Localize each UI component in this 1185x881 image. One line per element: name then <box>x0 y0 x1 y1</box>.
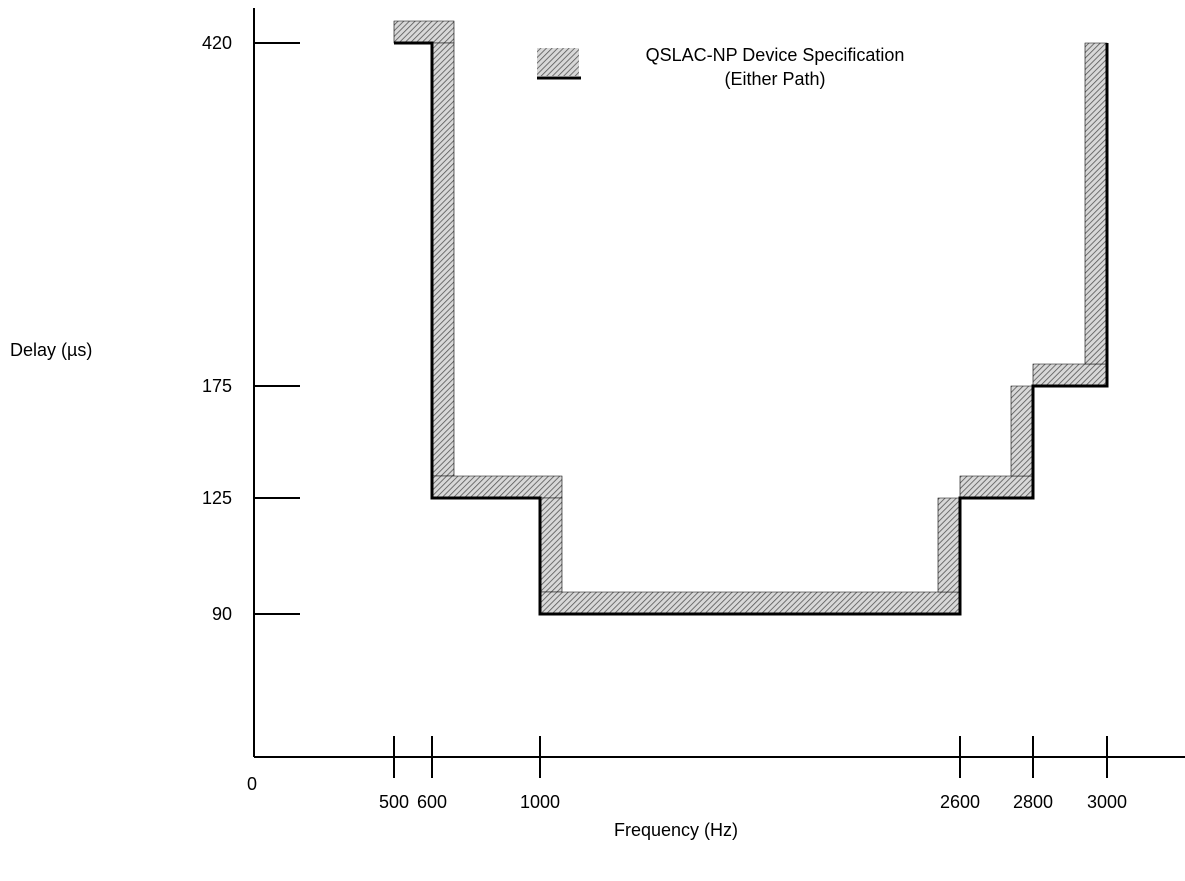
x-tick-label-1000: 1000 <box>520 792 560 812</box>
series-0-band-segment <box>937 497 961 593</box>
x-tick-label-2600: 2600 <box>940 792 980 812</box>
x-tick-label-500: 500 <box>379 792 409 812</box>
x-axis-label: Frequency (Hz) <box>614 820 738 840</box>
y-tick-label-420: 420 <box>202 33 232 53</box>
series-0-band-segment <box>1010 385 1034 477</box>
y-tick-label-90: 90 <box>212 604 232 624</box>
series-0-band-segment <box>1084 42 1108 365</box>
series-0-band-segment <box>431 42 455 477</box>
y-axis-label: Delay (µs) <box>10 340 92 360</box>
y-tick-label-125: 125 <box>202 488 232 508</box>
legend-hatch-swatch <box>537 48 579 76</box>
origin-label: 0 <box>247 774 257 794</box>
series-0-band-segment <box>1032 363 1108 387</box>
legend-text-line-1: QSLAC-NP Device Specification <box>646 45 905 65</box>
legend-text-line-2: (Either Path) <box>724 69 825 89</box>
series-0-band-segment <box>959 475 1034 499</box>
y-tick-label-175: 175 <box>202 376 232 396</box>
x-tick-label-3000: 3000 <box>1087 792 1127 812</box>
legend: QSLAC-NP Device Specification (Either Pa… <box>537 45 904 89</box>
series-0-band-segment <box>539 497 563 593</box>
series-0-band-segment <box>431 475 563 499</box>
series-0-limit-line <box>394 41 1109 616</box>
x-tick-label-2800: 2800 <box>1013 792 1053 812</box>
series-0-band-segment <box>393 20 455 44</box>
x-tick-label-600: 600 <box>417 792 447 812</box>
series-0-band-segment <box>539 591 961 615</box>
